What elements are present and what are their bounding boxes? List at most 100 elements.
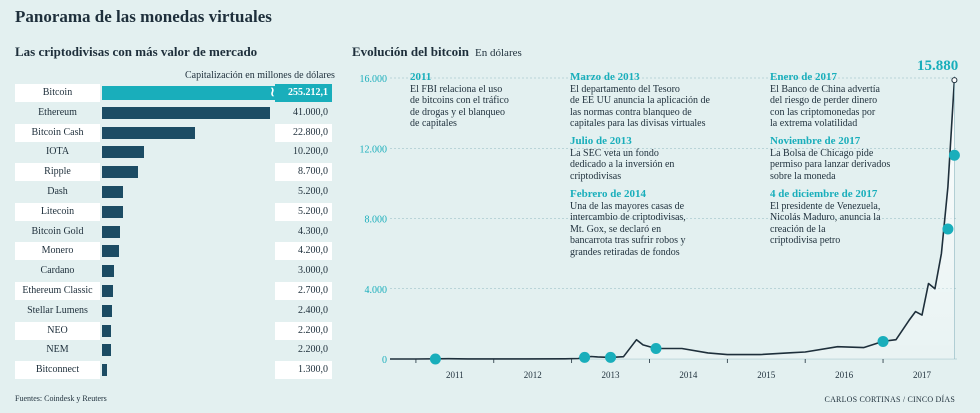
bar [102, 285, 114, 297]
annotation-line: permiso para lanzar derivados [770, 159, 891, 170]
page-title: Panorama de las monedas virtuales [15, 7, 272, 26]
annotation-title: Julio de 2013 [570, 135, 632, 147]
bar-row: Ethereum Classic 2.700,0 [15, 282, 332, 300]
bar [102, 225, 120, 238]
bar-value-label: 4.300,0 [298, 225, 328, 237]
bar [102, 324, 111, 337]
x-tick-label: 2014 [679, 370, 698, 380]
bar-row: Bitcoin 255.212,1 ≀ [15, 84, 332, 102]
annotation-line: criptodivisa petro [770, 235, 841, 246]
annotation-line: grandes retiradas de fondos [570, 246, 680, 258]
series-line [390, 80, 956, 360]
bar-label: Monero [15, 242, 100, 261]
annotation-line: del riesgo de perder dinero [770, 95, 878, 106]
annotation: 2011 El FBI relaciona el uso de bitcoins c… [410, 71, 509, 130]
line-chart-unit: En dólares [475, 47, 522, 59]
bar-label: Litecoin [15, 202, 100, 221]
bar-value-label: 3.000,0 [298, 265, 328, 277]
x-tick-label: 2012 [524, 370, 542, 380]
bar [102, 265, 115, 278]
annotation-line: intercambio de criptodivisas, [570, 212, 686, 223]
bar-row: NEO 2.200,0 [15, 321, 332, 340]
annotation-line: El FBI relaciona el uso [410, 83, 503, 95]
axis-break-icon: ≀ [270, 84, 275, 99]
annotation: 4 de diciembre de 2017 El presidente de V… [770, 188, 881, 247]
bar [102, 344, 111, 357]
bar-label: Cardano [40, 265, 75, 277]
bar-chart-title: Las criptodivisas con más valor de merca… [15, 44, 258, 59]
bar [102, 304, 112, 317]
y-tick-label: 16.000 [360, 74, 388, 85]
annotation-line: La SEC veta un fondo [570, 147, 659, 159]
annotation: Noviembre de 2017 La Bolsa de Chicago pid… [770, 135, 891, 182]
bar [102, 186, 124, 198]
annotation-line: La Bolsa de Chicago pide [770, 147, 874, 159]
annotation-line: El presidente de Venezuela, [770, 200, 881, 212]
bar-value-label: 8.700,0 [275, 163, 332, 182]
x-tick-label: 2017 [913, 370, 932, 380]
annotation-line: capitales para las divisas virtuales [570, 118, 706, 129]
bar [102, 166, 138, 179]
annotation-line: El Banco de China advertía [770, 83, 880, 95]
event-marker [429, 353, 441, 365]
bar-row: Ripple 8.700,0 [15, 163, 332, 182]
x-tick-label: 2013 [602, 370, 621, 380]
annotation-title: Febrero de 2014 [570, 188, 646, 200]
y-tick-label: 12.000 [360, 144, 388, 155]
bar-value-label: 2.700,0 [275, 282, 332, 300]
annotation-line: con las criptomonedas por [770, 106, 876, 118]
bar-label: IOTA [45, 146, 70, 158]
bar-row: Litecoin 5.200,0 [15, 202, 332, 221]
event-marker [948, 149, 960, 161]
annotation-title: 2011 [410, 71, 432, 83]
credit: CARLOS CORTINAS / CINCO DÍAS [824, 395, 955, 404]
y-tick-label: 4.000 [365, 285, 388, 296]
bar-row: NEM 2.200,0 [15, 341, 332, 359]
event-marker [650, 342, 662, 354]
x-tick-label: 2016 [835, 370, 854, 380]
annotation-line: las normas contra blanqueo de [570, 106, 692, 118]
bar-value-label: 41.000,0 [293, 106, 328, 118]
bar-value-label: 10.200,0 [293, 146, 328, 158]
peak-label: 15.880 [917, 58, 959, 74]
bar-row: IOTA 10.200,0 [15, 143, 332, 161]
bar-chart-caption: Capitalización en millones de dólares [185, 70, 335, 81]
annotation-line: de drogas y el blanqueo [410, 106, 505, 118]
line-chart-title-text: Evolución del bitcoin [352, 44, 470, 59]
annotation: Enero de 2017 El Banco de China advertía d… [770, 71, 880, 130]
bar [102, 205, 124, 218]
peak-point [951, 77, 958, 84]
annotation-title: 4 de diciembre de 2017 [770, 188, 878, 200]
annotation-line: sobre la moneda [770, 170, 836, 182]
annotation-line: bancarrota tras sufrir robos y [570, 235, 686, 246]
bar-row: Monero 4.200,0 [15, 242, 332, 261]
bar-value-label: 5.200,0 [275, 202, 332, 221]
bar-value-label: 5.200,0 [298, 186, 328, 197]
bar-value-label: 2.200,0 [275, 321, 332, 340]
annotation-line: de bitcoins con el tráfico [410, 95, 509, 106]
bar-value-label: 22.800,0 [275, 123, 332, 142]
annotation-line: dedicado a la inversión en [570, 159, 675, 170]
bar-value-label: 1.300,0 [275, 361, 332, 380]
bar-value-label: 2.400,0 [298, 304, 328, 316]
bar-row: Bitcoin Gold 4.300,0 [15, 223, 332, 241]
bar-label: Ethereum Classic [15, 282, 100, 300]
bar-row: Ethereum 41.000,0 [15, 104, 332, 122]
annotation: Febrero de 2014 Una de las mayores casas … [570, 188, 686, 258]
bar-label: Bitcoin Gold [31, 225, 84, 237]
annotation: Julio de 2013 La SEC veta un fondo dedicad… [570, 135, 675, 182]
bar [102, 126, 196, 139]
bar-value-label: 2.200,0 [298, 344, 328, 356]
bar-label: NEM [46, 344, 69, 356]
event-marker [877, 335, 889, 347]
annotation-line: de capitales [410, 118, 457, 129]
event-marker [579, 351, 591, 363]
annotation-title: Enero de 2017 [770, 71, 838, 83]
bar-label: Ethereum [38, 106, 77, 118]
bar-value-label: 255.212,1 [275, 84, 332, 102]
bar [102, 106, 270, 119]
bar-label: Bitcoin [15, 84, 100, 102]
event-marker [605, 351, 617, 363]
bar-label: Dash [47, 186, 68, 197]
bar-label: Bitcoin Cash [15, 123, 100, 142]
